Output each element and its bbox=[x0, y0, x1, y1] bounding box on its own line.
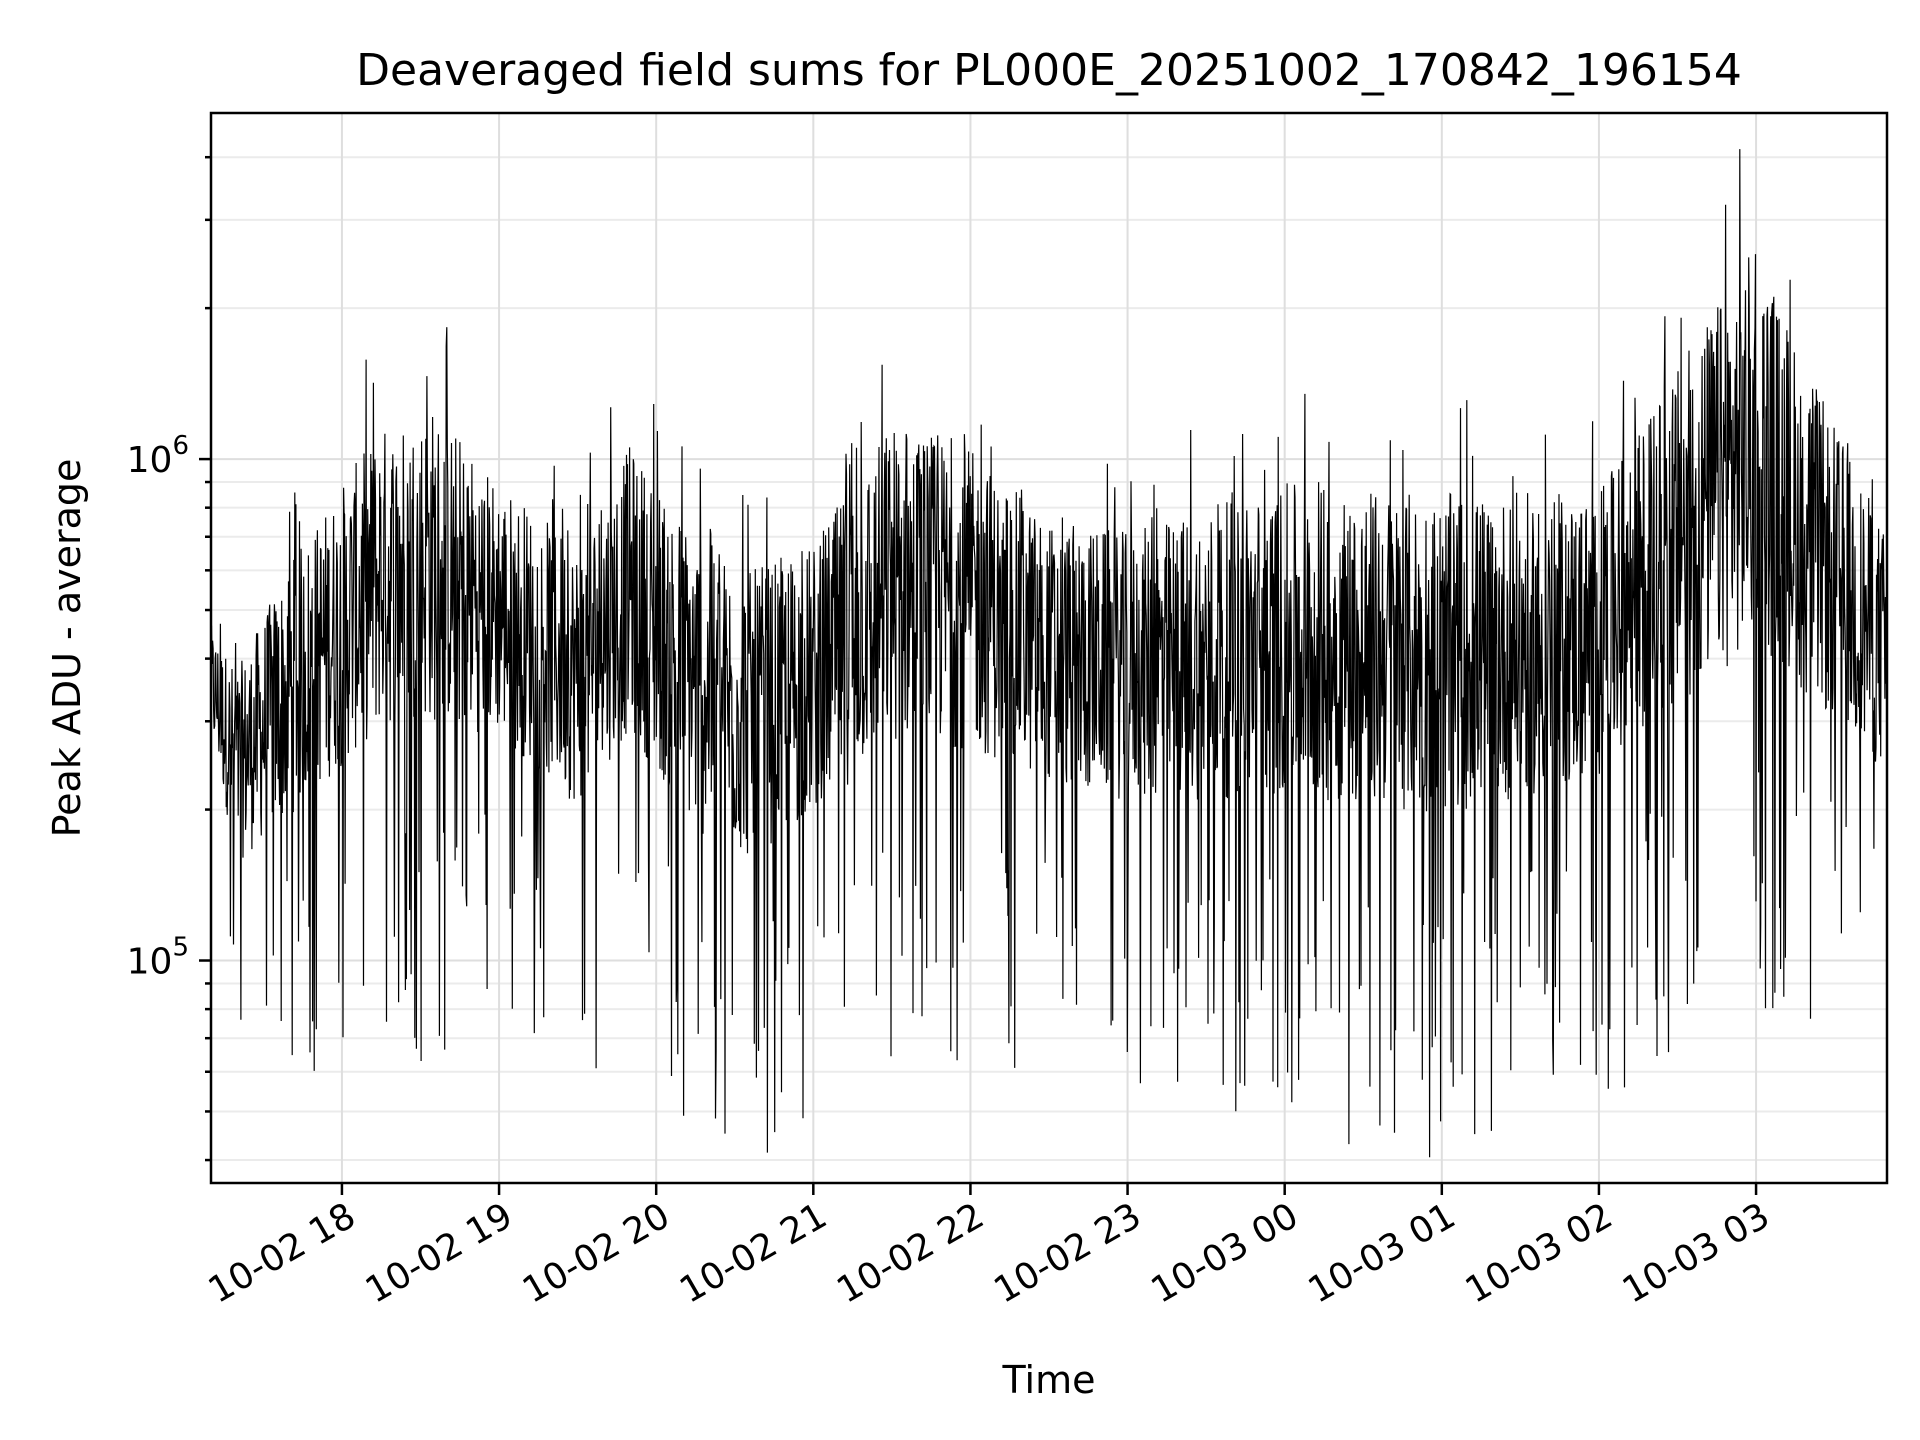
x-tick-label: 10-03 03 bbox=[1616, 1195, 1777, 1311]
x-tick-label: 10-02 21 bbox=[673, 1195, 834, 1311]
y-axis-label: Peak ADU - average bbox=[45, 459, 89, 838]
y-axis-ticks: 105 106 bbox=[127, 155, 211, 1162]
series-layer bbox=[210, 149, 1888, 1158]
series-line bbox=[210, 149, 1888, 1158]
x-axis-label: Time bbox=[1002, 1358, 1096, 1402]
plot-frame bbox=[209, 111, 1889, 1185]
chart-title: Deaveraged field sums for PL000E_2025100… bbox=[356, 45, 1742, 96]
x-tick-label: 10-02 19 bbox=[359, 1195, 520, 1311]
x-tick-label: 10-02 20 bbox=[516, 1195, 677, 1311]
y-tick-label: 105 bbox=[127, 933, 189, 983]
x-tick-label: 10-02 18 bbox=[202, 1195, 363, 1311]
x-tick-label: 10-03 01 bbox=[1302, 1195, 1463, 1311]
x-tick-label: 10-02 22 bbox=[830, 1195, 991, 1311]
x-tick-label: 10-03 00 bbox=[1145, 1195, 1306, 1311]
y-tick-label: 106 bbox=[127, 431, 189, 481]
x-tick-label: 10-02 23 bbox=[987, 1195, 1148, 1311]
x-tick-label: 10-03 02 bbox=[1459, 1195, 1620, 1311]
